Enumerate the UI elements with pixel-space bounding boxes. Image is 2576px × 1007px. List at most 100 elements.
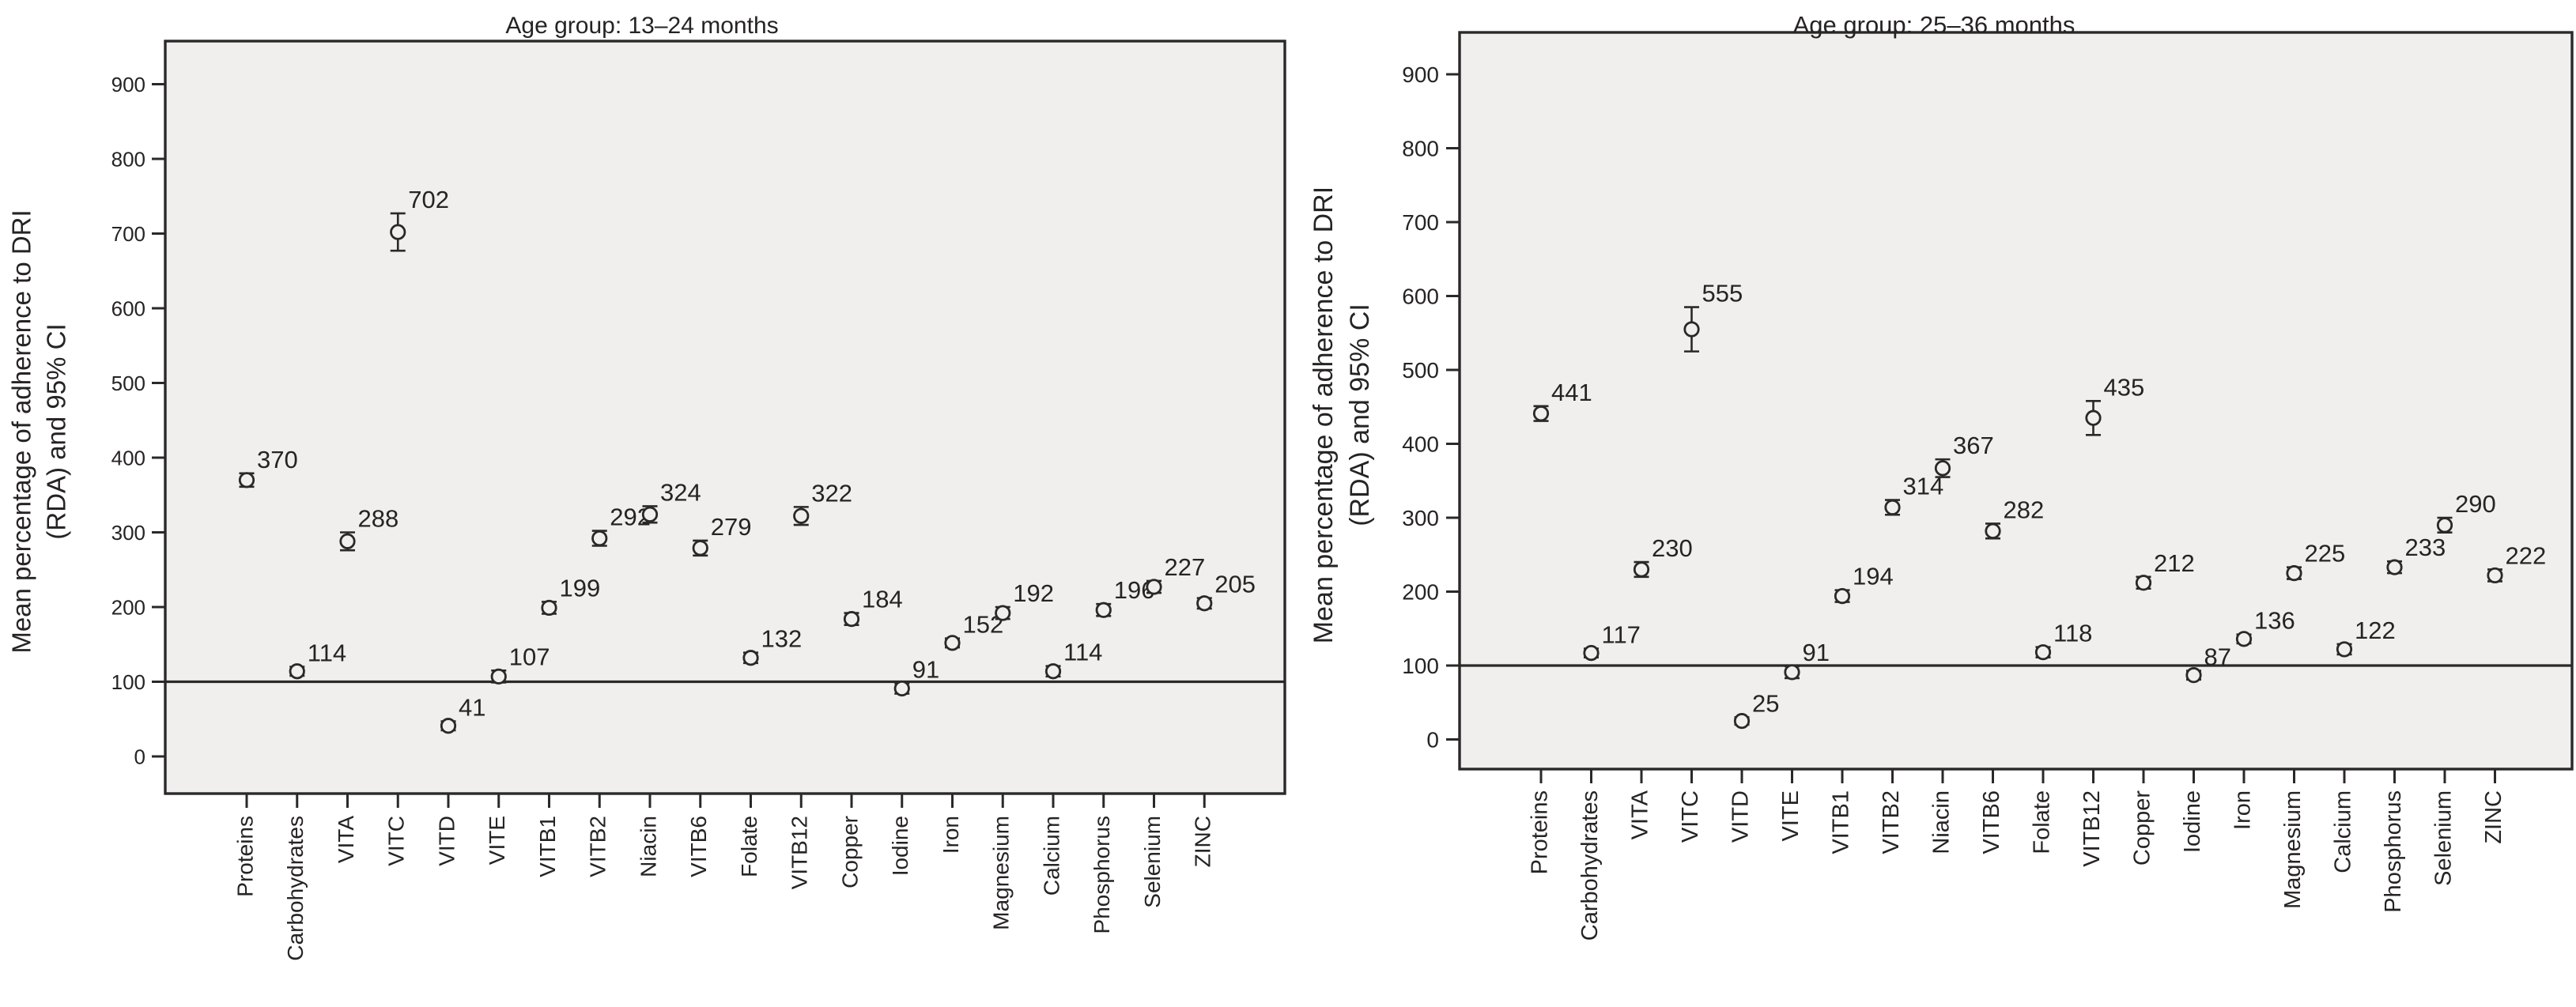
- value-label: 290: [2455, 490, 2496, 518]
- mean-marker: [1985, 522, 2001, 539]
- value-label: 279: [711, 513, 752, 541]
- category-label: ZINC: [2481, 790, 2506, 844]
- data-point-proteins: 441: [1532, 379, 1592, 422]
- category-label: Proteins: [232, 816, 257, 897]
- mean-marker: [1146, 579, 1162, 595]
- data-point-vitd: 41: [440, 694, 485, 734]
- mean-marker: [1683, 321, 1700, 338]
- data-point-selenium: 227: [1146, 553, 1205, 595]
- category-label: Iron: [2230, 790, 2256, 830]
- value-label: 233: [2405, 534, 2446, 561]
- value-label: 122: [2355, 617, 2396, 644]
- value-label: 322: [811, 479, 852, 507]
- value-label: 132: [761, 625, 803, 653]
- data-point-vitb6: 282: [1985, 496, 2044, 540]
- data-point-vitb1: 199: [541, 574, 600, 617]
- mean-marker: [490, 668, 507, 685]
- mean-marker: [1784, 664, 1800, 681]
- data-point-selenium: 290: [2436, 490, 2496, 534]
- mean-marker: [390, 224, 406, 240]
- y-axis-title-line2: (RDA) and 95% CI: [42, 323, 71, 539]
- mean-marker: [742, 650, 759, 666]
- value-label: 288: [358, 505, 399, 533]
- category-label: Iron: [939, 816, 963, 854]
- value-label: 205: [1214, 571, 1256, 598]
- mean-marker: [2386, 559, 2403, 575]
- data-point-phosphorus: 233: [2386, 534, 2446, 575]
- category-label: Niacin: [1929, 790, 1955, 854]
- y-tick-label: 400: [1402, 432, 1439, 457]
- data-point-copper: 184: [843, 586, 903, 628]
- y-tick-label: 800: [1402, 137, 1439, 161]
- data-point-vitb1: 194: [1834, 563, 1894, 605]
- mean-marker: [1583, 645, 1600, 662]
- y-tick-label: 600: [1402, 285, 1439, 309]
- data-point-proteins: 370: [238, 446, 298, 488]
- value-label: 107: [509, 643, 550, 670]
- category-label: Magnesium: [2280, 790, 2306, 909]
- y-tick-label: 800: [111, 147, 145, 171]
- mean-marker: [1633, 561, 1650, 578]
- category-label: VITB12: [788, 816, 812, 889]
- value-label: 136: [2254, 607, 2295, 635]
- mean-marker: [2085, 409, 2102, 426]
- mean-marker: [591, 530, 608, 547]
- y-tick-label: 200: [1402, 580, 1439, 605]
- mean-marker: [289, 663, 305, 680]
- category-label: VITB12: [2079, 790, 2105, 867]
- category-label: Selenium: [1140, 816, 1165, 908]
- data-point-magnesium: 192: [995, 579, 1054, 621]
- category-label: Magnesium: [989, 816, 1014, 930]
- category-label: Phosphorus: [1090, 816, 1114, 933]
- data-point-niacin: 324: [641, 478, 701, 524]
- data-point-iron: 152: [944, 611, 1003, 651]
- mean-marker: [2185, 667, 2202, 684]
- category-label: VITB2: [1879, 790, 1904, 854]
- data-point-magnesium: 225: [2286, 540, 2346, 582]
- y-tick-label: 900: [111, 73, 145, 96]
- data-point-niacin: 367: [1934, 432, 1994, 478]
- value-label: 91: [912, 655, 939, 683]
- value-label: 118: [2053, 620, 2092, 647]
- category-label: Proteins: [1528, 790, 1553, 874]
- value-label: 117: [1602, 620, 1641, 648]
- y-tick-label: 200: [111, 595, 145, 619]
- data-point-vite: 107: [490, 643, 550, 685]
- category-label: VITE: [485, 816, 509, 865]
- y-tick-label: 100: [111, 670, 145, 694]
- category-label: Copper: [2130, 790, 2155, 866]
- mean-marker: [339, 533, 356, 549]
- category-label: VITC: [1678, 790, 1703, 843]
- panel-25-36-months: 0 100 200 300 400 500 600 700 800 900 441 117 230 555…: [1309, 11, 2574, 941]
- mean-marker: [944, 635, 961, 651]
- mean-marker: [1196, 595, 1213, 612]
- data-point-zinc: 222: [2487, 541, 2546, 584]
- data-point-vitc: 702: [390, 186, 449, 252]
- data-point-iodine: 87: [2185, 643, 2231, 684]
- category-label: Niacin: [636, 816, 660, 877]
- category-label: Iodine: [888, 816, 912, 876]
- data-point-vitb6: 279: [692, 513, 752, 557]
- mean-marker: [541, 599, 557, 617]
- data-point-zinc: 205: [1196, 571, 1256, 612]
- value-label: 184: [862, 586, 903, 613]
- value-label: 370: [257, 446, 298, 473]
- y-tick-label: 300: [1402, 506, 1439, 530]
- mean-marker: [1095, 602, 1112, 618]
- data-point-folate: 132: [742, 625, 803, 666]
- y-tick-label: 400: [111, 446, 145, 470]
- value-label: 441: [1551, 379, 1592, 406]
- mean-marker: [440, 718, 457, 734]
- y-axis-title-line1: Mean percentage of adherence to DRI: [1309, 187, 1339, 643]
- mean-marker: [2235, 631, 2253, 647]
- mean-marker: [995, 605, 1011, 621]
- mean-marker: [1834, 588, 1851, 605]
- data-point-calcium: 114: [1044, 639, 1102, 680]
- value-label: 225: [2305, 540, 2346, 568]
- value-label: 41: [459, 694, 485, 722]
- mean-marker: [2336, 641, 2353, 658]
- data-point-carbohydrates: 117: [1583, 620, 1641, 662]
- mean-marker: [2436, 517, 2453, 534]
